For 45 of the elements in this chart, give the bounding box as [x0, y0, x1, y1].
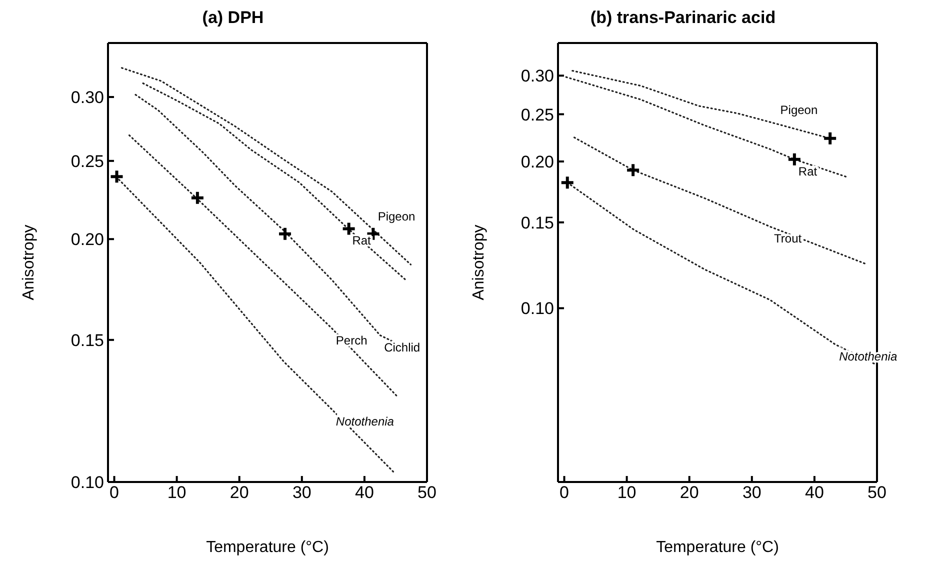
x-tick-label: 10 — [617, 483, 636, 502]
x-tick-label: 20 — [230, 483, 249, 502]
x-axis-title: Temperature (°C) — [206, 539, 329, 556]
x-tick-label: 50 — [418, 483, 436, 502]
series-label: Trout — [774, 232, 802, 246]
x-tick-label: 0 — [560, 483, 569, 502]
line-series — [573, 136, 868, 266]
y-tick-label: 0.30 — [70, 88, 104, 108]
point — [786, 152, 802, 167]
y-tick-label: 0.20 — [70, 230, 104, 250]
y-tick-label: 0.25 — [520, 105, 554, 124]
y-tick-label: 0.25 — [70, 152, 104, 171]
x-tick-label: 20 — [680, 483, 699, 502]
y-tick-label: 0.30 — [520, 66, 554, 86]
series-label: Pigeon — [378, 209, 416, 224]
series-label: Cichlid — [384, 340, 420, 354]
point — [341, 221, 356, 236]
x-tick-label: 0 — [110, 483, 119, 502]
y-tick-label: 0.10 — [70, 473, 104, 492]
y-tick-label: 0.10 — [520, 299, 554, 318]
point — [278, 226, 293, 242]
series-label: Notothenia — [336, 414, 394, 428]
x-tick-label: 50 — [868, 483, 886, 502]
point — [190, 190, 205, 206]
x-tick-label: 30 — [742, 483, 762, 502]
x-tick-label: 40 — [354, 483, 374, 502]
x-tick-label: 10 — [167, 483, 186, 502]
point — [626, 162, 641, 178]
line-series — [565, 76, 848, 178]
chart-title: (a) DPH — [201, 8, 265, 29]
x-tick-label: 30 — [292, 483, 312, 502]
y-axis-title: Anisotropy — [20, 224, 38, 300]
series-label: Rat — [798, 164, 818, 178]
chart-title: (b) trans-Parinaric acid — [589, 8, 777, 29]
series-label: Pigeon — [780, 102, 818, 117]
y-tick-label: 0.15 — [520, 213, 554, 232]
x-tick-label: 40 — [804, 483, 824, 502]
series-label: Perch — [336, 333, 368, 348]
y-axis-title: Anisotropy — [470, 224, 488, 300]
x-axis-title: Temperature (°C) — [656, 539, 779, 556]
y-tick-label: 0.20 — [520, 152, 554, 172]
point — [560, 175, 575, 190]
point — [109, 169, 124, 184]
y-tick-label: 0.15 — [70, 330, 104, 350]
point — [822, 130, 838, 146]
